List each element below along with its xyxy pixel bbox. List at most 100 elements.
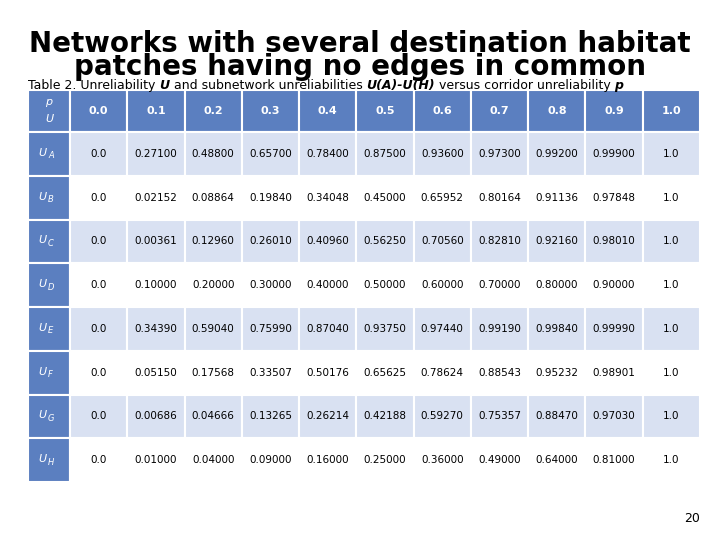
Text: 0.97440: 0.97440 bbox=[420, 324, 464, 334]
Text: 0.0: 0.0 bbox=[91, 324, 107, 334]
Text: 0.99840: 0.99840 bbox=[536, 324, 578, 334]
Text: 1.0: 1.0 bbox=[663, 149, 680, 159]
Bar bbox=[356, 176, 413, 219]
Text: 0.8: 0.8 bbox=[547, 106, 567, 116]
Bar bbox=[242, 176, 299, 219]
Bar bbox=[413, 351, 471, 395]
Bar bbox=[643, 176, 700, 219]
Text: U: U bbox=[38, 367, 46, 376]
Bar bbox=[528, 219, 585, 263]
Bar bbox=[643, 219, 700, 263]
Bar bbox=[643, 263, 700, 307]
Bar bbox=[28, 395, 70, 438]
Bar bbox=[356, 351, 413, 395]
Bar bbox=[528, 176, 585, 219]
Bar bbox=[528, 438, 585, 482]
Bar bbox=[471, 438, 528, 482]
Bar bbox=[70, 438, 127, 482]
Text: 0.9: 0.9 bbox=[604, 106, 624, 116]
Text: U: U bbox=[38, 410, 46, 420]
Text: 0.78624: 0.78624 bbox=[420, 368, 464, 377]
Bar bbox=[184, 438, 242, 482]
Text: F: F bbox=[48, 370, 53, 379]
Text: 0.02152: 0.02152 bbox=[135, 193, 177, 202]
Bar bbox=[471, 132, 528, 176]
Bar bbox=[356, 263, 413, 307]
Text: A: A bbox=[48, 151, 54, 160]
Text: 0.50176: 0.50176 bbox=[306, 368, 349, 377]
Text: 0.48800: 0.48800 bbox=[192, 149, 235, 159]
Bar bbox=[299, 395, 356, 438]
Bar bbox=[413, 307, 471, 351]
Bar bbox=[127, 438, 184, 482]
Text: 0.87500: 0.87500 bbox=[364, 149, 406, 159]
Bar bbox=[242, 351, 299, 395]
Bar bbox=[643, 307, 700, 351]
Bar bbox=[127, 132, 184, 176]
Bar bbox=[184, 90, 242, 132]
Text: 0.65625: 0.65625 bbox=[364, 368, 407, 377]
Bar bbox=[184, 132, 242, 176]
Text: 0.59270: 0.59270 bbox=[420, 411, 464, 421]
Bar bbox=[70, 132, 127, 176]
Bar bbox=[356, 438, 413, 482]
Text: U: U bbox=[38, 235, 46, 245]
Bar bbox=[184, 263, 242, 307]
Text: 0.98901: 0.98901 bbox=[593, 368, 636, 377]
Text: 0.33507: 0.33507 bbox=[249, 368, 292, 377]
Bar bbox=[413, 395, 471, 438]
Text: 0.13265: 0.13265 bbox=[249, 411, 292, 421]
Bar bbox=[471, 90, 528, 132]
Bar bbox=[471, 263, 528, 307]
Text: E: E bbox=[48, 326, 53, 335]
Bar bbox=[28, 263, 70, 307]
Bar bbox=[299, 219, 356, 263]
Text: 0.70560: 0.70560 bbox=[421, 237, 464, 246]
Bar bbox=[471, 307, 528, 351]
Text: 0.90000: 0.90000 bbox=[593, 280, 635, 290]
Bar bbox=[299, 90, 356, 132]
Bar bbox=[184, 176, 242, 219]
Text: 1.0: 1.0 bbox=[663, 411, 680, 421]
Text: Table 2. Unreliability: Table 2. Unreliability bbox=[28, 79, 159, 92]
Text: 0.00686: 0.00686 bbox=[135, 411, 177, 421]
Text: U: U bbox=[38, 192, 46, 201]
Text: U: U bbox=[38, 454, 46, 464]
Text: 0.59040: 0.59040 bbox=[192, 324, 235, 334]
Bar bbox=[70, 176, 127, 219]
Text: versus corridor unreliability: versus corridor unreliability bbox=[435, 79, 615, 92]
Bar bbox=[643, 438, 700, 482]
Bar bbox=[70, 263, 127, 307]
Bar bbox=[299, 132, 356, 176]
Text: 0.34048: 0.34048 bbox=[306, 193, 349, 202]
Text: 0.75990: 0.75990 bbox=[249, 324, 292, 334]
Bar bbox=[70, 90, 127, 132]
Bar bbox=[471, 395, 528, 438]
Bar bbox=[28, 438, 70, 482]
Text: 0.3: 0.3 bbox=[261, 106, 280, 116]
Bar bbox=[528, 351, 585, 395]
Bar bbox=[28, 176, 70, 219]
Text: 0.80164: 0.80164 bbox=[478, 193, 521, 202]
Bar bbox=[127, 395, 184, 438]
Text: 0.42188: 0.42188 bbox=[364, 411, 407, 421]
Bar bbox=[127, 90, 184, 132]
Text: 1.0: 1.0 bbox=[663, 193, 680, 202]
Text: 0.95232: 0.95232 bbox=[535, 368, 578, 377]
Bar bbox=[585, 395, 643, 438]
Bar bbox=[413, 219, 471, 263]
Text: U: U bbox=[45, 113, 53, 124]
Text: 0.0: 0.0 bbox=[91, 411, 107, 421]
Text: U: U bbox=[38, 148, 46, 158]
Text: 0.97300: 0.97300 bbox=[478, 149, 521, 159]
Text: G: G bbox=[48, 414, 55, 423]
Text: 0.97848: 0.97848 bbox=[593, 193, 636, 202]
Bar bbox=[413, 263, 471, 307]
Bar bbox=[184, 307, 242, 351]
Bar bbox=[70, 351, 127, 395]
Bar bbox=[356, 307, 413, 351]
Text: 0.78400: 0.78400 bbox=[306, 149, 349, 159]
Bar bbox=[585, 176, 643, 219]
Bar bbox=[299, 176, 356, 219]
Text: 0.93600: 0.93600 bbox=[421, 149, 464, 159]
